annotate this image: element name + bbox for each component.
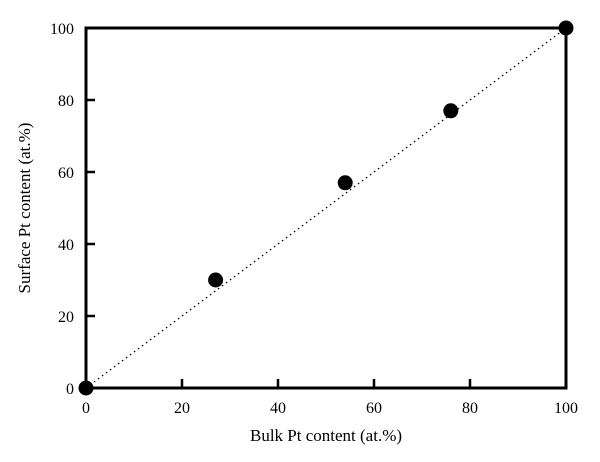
reference-line-layer — [85, 27, 567, 389]
y-axis-label: Surface Pt content (at.%) — [15, 123, 34, 294]
y-tick-label: 80 — [58, 93, 74, 110]
data-point — [78, 380, 94, 396]
y-tick-label: 20 — [58, 309, 74, 326]
x-tick-label: 100 — [554, 400, 578, 417]
y-tick-label: 100 — [50, 21, 74, 38]
x-tick-label: 20 — [174, 400, 190, 417]
reference-diagonal-line — [85, 27, 567, 389]
data-point — [208, 272, 224, 288]
y-tick-label: 0 — [66, 381, 74, 398]
plot-frame — [84, 26, 568, 390]
data-point — [443, 103, 459, 119]
data-points-layer — [78, 20, 574, 396]
x-tick-label: 0 — [82, 400, 90, 417]
data-point — [337, 175, 353, 191]
x-tick-label: 80 — [462, 400, 478, 417]
y-tick-label: 40 — [58, 237, 74, 254]
ticks-layer: 0 20 40 60 80 100 0 20 40 60 80 100 — [50, 21, 578, 417]
data-point — [558, 20, 574, 36]
x-tick-label: 40 — [270, 400, 286, 417]
x-axis-label: Bulk Pt content (at.%) — [250, 426, 402, 445]
x-tick-label: 60 — [366, 400, 382, 417]
y-tick-label: 60 — [58, 165, 74, 182]
